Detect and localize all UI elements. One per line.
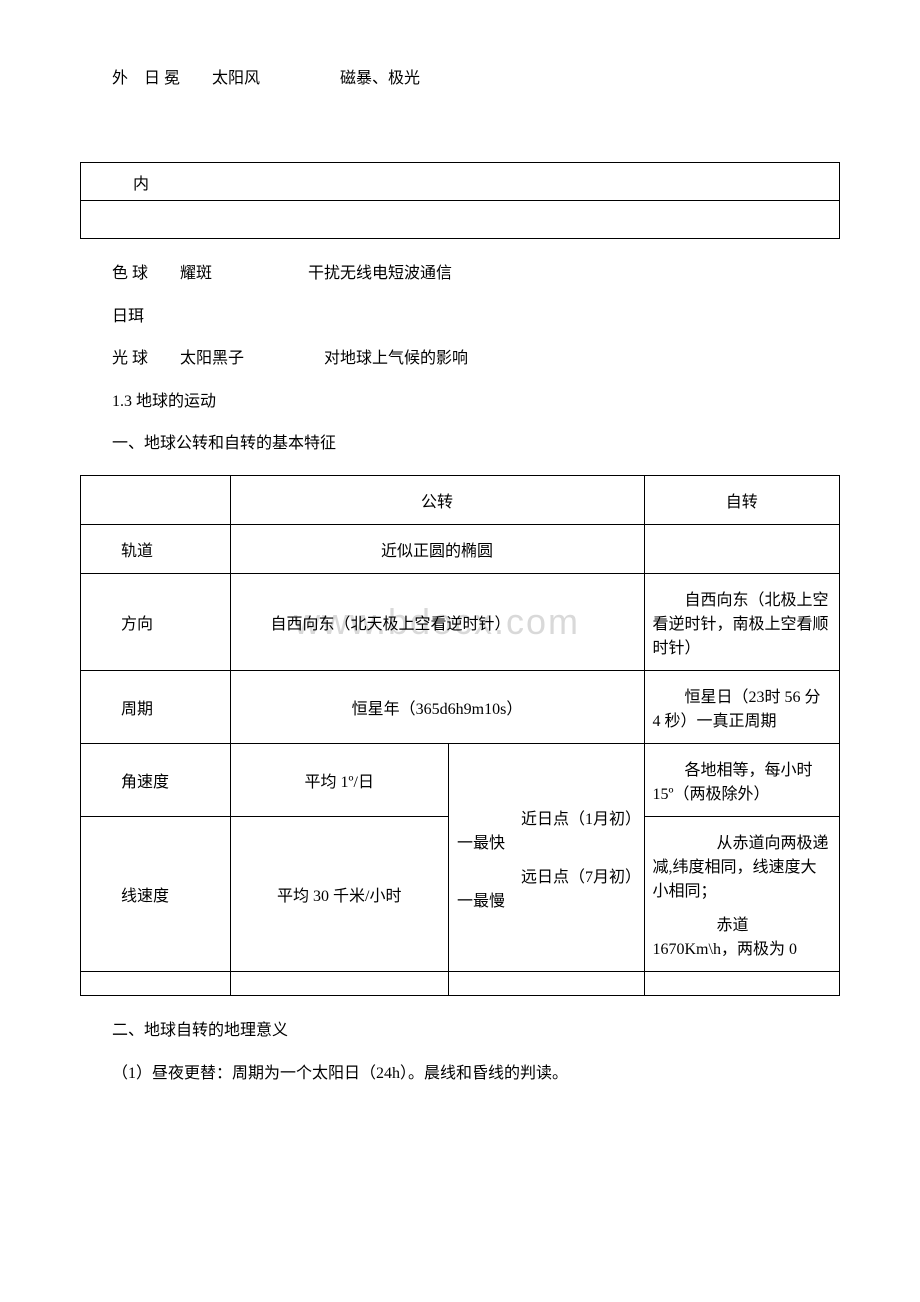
small-table-cell-2 — [81, 201, 840, 239]
table-row — [81, 972, 840, 996]
row-label-orbit: 轨道 — [81, 525, 231, 574]
cell-text: 自西向东（北天极上空看逆时针） — [239, 616, 511, 633]
table-row: 内 — [81, 163, 840, 201]
line-subtitle-1: 一、地球公转和自转的基本特征 — [80, 425, 840, 463]
empty-cell — [449, 972, 645, 996]
cell-text: 赤道1670Km\h，两极为 0 — [653, 911, 832, 959]
table-row: 周期 恒星年（365d6h9m10s） 恒星日（23时 56 分 4 秒）一真正… — [81, 671, 840, 744]
cell-linear-rotation: 从赤道向两极递减,纬度相同，线速度大小相同； 赤道1670Km\h，两极为 0 — [644, 817, 840, 972]
line-chromosphere: 色 球 耀斑 干扰无线电短波通信 — [80, 255, 840, 293]
empty-cell — [230, 972, 449, 996]
cell-period-revolution: 恒星年（365d6h9m10s） — [230, 671, 644, 744]
cell-text: 远日点（7月初）一最慢 — [457, 863, 636, 911]
line-prominence: 日珥 — [80, 298, 840, 336]
line-outer-corona: 外 日 冕 太阳风 磁暴、极光 — [80, 60, 840, 98]
table-wrapper: 公转 自转 轨道 近似正圆的椭圆 方向 自西向东（北天极上空看逆时针） www.… — [80, 475, 840, 996]
line-photosphere: 光 球 太阳黑子 对地球上气候的影响 — [80, 340, 840, 378]
empty-cell — [644, 972, 840, 996]
cell-direction-revolution: 自西向东（北天极上空看逆时针） www.bdocx.com — [230, 574, 644, 671]
cell-text: 从赤道向两极递减,纬度相同，线速度大小相同； — [653, 829, 832, 901]
cell-linear-revolution: 平均 30 千米/小时 — [230, 817, 449, 972]
table-row: 轨道 近似正圆的椭圆 — [81, 525, 840, 574]
cell-angular-rotation: 各地相等，每小时 15º（两极除外） — [644, 744, 840, 817]
cell-text: 近日点（1月初）一最快 — [457, 805, 636, 853]
cell-orbit-rotation — [644, 525, 840, 574]
line-section-title: 1.3 地球的运动 — [80, 383, 840, 421]
table-row: 角速度 平均 1º/日 近日点（1月初）一最快 远日点（7月初）一最慢 各地相等… — [81, 744, 840, 817]
cell-angular-revolution: 平均 1º/日 — [230, 744, 449, 817]
row-label-angular-velocity: 角速度 — [81, 744, 231, 817]
line-subtitle-2: 二、地球自转的地理意义 — [80, 1012, 840, 1050]
header-cell-revolution: 公转 — [230, 476, 644, 525]
table-row — [81, 201, 840, 239]
header-cell-empty — [81, 476, 231, 525]
header-cell-rotation: 自转 — [644, 476, 840, 525]
cell-orbit-revolution: 近似正圆的椭圆 — [230, 525, 644, 574]
small-table-cell-1: 内 — [81, 163, 840, 201]
main-table: 公转 自转 轨道 近似正圆的椭圆 方向 自西向东（北天极上空看逆时针） www.… — [80, 475, 840, 996]
table-row: 公转 自转 — [81, 476, 840, 525]
cell-perihelion-aphelion: 近日点（1月初）一最快 远日点（7月初）一最慢 — [449, 744, 645, 972]
small-table: 内 — [80, 162, 840, 239]
row-label-linear-velocity: 线速度 — [81, 817, 231, 972]
row-label-direction: 方向 — [81, 574, 231, 671]
line-point-1: （1）昼夜更替：周期为一个太阳日（24h）。晨线和昏线的判读。 — [80, 1055, 840, 1093]
table-row: 方向 自西向东（北天极上空看逆时针） www.bdocx.com 自西向东（北极… — [81, 574, 840, 671]
spacer — [80, 102, 840, 142]
row-label-period: 周期 — [81, 671, 231, 744]
cell-period-rotation: 恒星日（23时 56 分 4 秒）一真正周期 — [644, 671, 840, 744]
cell-direction-rotation: 自西向东（北极上空看逆时针，南极上空看顺时针） — [644, 574, 840, 671]
empty-cell — [81, 972, 231, 996]
